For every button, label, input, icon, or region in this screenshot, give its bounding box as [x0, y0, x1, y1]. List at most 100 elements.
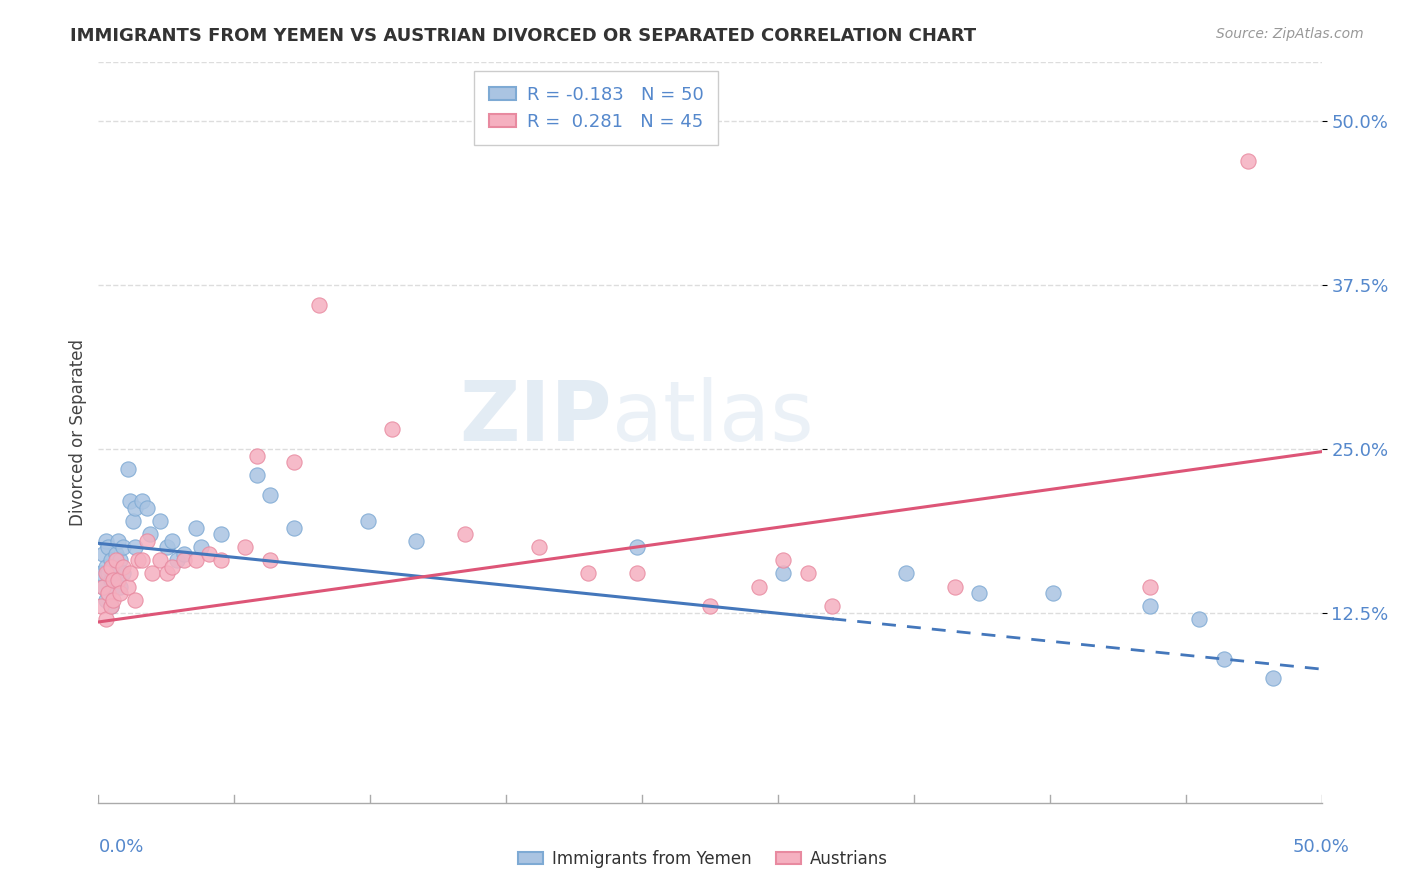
Point — [246, 468, 269, 483]
Point — [967, 586, 990, 600]
Point — [120, 566, 142, 581]
Point — [283, 521, 305, 535]
Point — [121, 514, 143, 528]
Text: Source: ZipAtlas.com: Source: ZipAtlas.com — [1216, 27, 1364, 41]
Point — [283, 455, 305, 469]
Point — [166, 553, 188, 567]
Point — [1042, 586, 1064, 600]
Point — [97, 566, 120, 581]
Point — [246, 449, 269, 463]
Point — [107, 573, 129, 587]
Point — [110, 553, 132, 567]
Point — [1212, 651, 1234, 665]
Point — [97, 541, 120, 555]
Point — [136, 533, 159, 548]
Point — [626, 541, 648, 555]
Point — [111, 560, 134, 574]
Point — [127, 553, 149, 567]
Point — [259, 488, 281, 502]
Text: IMMIGRANTS FROM YEMEN VS AUSTRIAN DIVORCED OR SEPARATED CORRELATION CHART: IMMIGRANTS FROM YEMEN VS AUSTRIAN DIVORC… — [70, 27, 976, 45]
Point — [405, 533, 427, 548]
Point — [131, 553, 153, 567]
Point — [699, 599, 721, 614]
Point — [101, 560, 124, 574]
Point — [111, 541, 134, 555]
Point — [1139, 580, 1161, 594]
Point — [100, 560, 122, 574]
Point — [160, 560, 183, 574]
Point — [160, 533, 183, 548]
Point — [94, 566, 117, 581]
Point — [124, 500, 146, 515]
Point — [308, 298, 330, 312]
Point — [381, 422, 404, 436]
Point — [100, 599, 122, 614]
Point — [124, 592, 146, 607]
Point — [94, 533, 117, 548]
Legend: Immigrants from Yemen, Austrians: Immigrants from Yemen, Austrians — [512, 844, 894, 875]
Point — [576, 566, 599, 581]
Point — [173, 547, 195, 561]
Point — [156, 566, 179, 581]
Text: 50.0%: 50.0% — [1294, 838, 1350, 856]
Point — [356, 514, 378, 528]
Point — [186, 553, 208, 567]
Point — [97, 586, 120, 600]
Legend: R = -0.183   N = 50, R =  0.281   N = 45: R = -0.183 N = 50, R = 0.281 N = 45 — [474, 71, 718, 145]
Point — [1139, 599, 1161, 614]
Point — [527, 541, 550, 555]
Point — [117, 461, 139, 475]
Point — [233, 541, 256, 555]
Point — [91, 580, 114, 594]
Point — [136, 500, 159, 515]
Point — [110, 580, 132, 594]
Point — [101, 573, 124, 587]
Point — [197, 547, 219, 561]
Point — [1188, 612, 1211, 626]
Point — [100, 553, 122, 567]
Point — [100, 573, 122, 587]
Point — [94, 612, 117, 626]
Point — [173, 553, 195, 567]
Point — [117, 580, 139, 594]
Point — [90, 599, 112, 614]
Text: ZIP: ZIP — [460, 377, 612, 458]
Point — [90, 566, 112, 581]
Point — [104, 553, 127, 567]
Point — [124, 541, 146, 555]
Point — [91, 547, 114, 561]
Text: 0.0%: 0.0% — [98, 838, 143, 856]
Point — [94, 592, 117, 607]
Point — [1261, 671, 1284, 685]
Point — [156, 541, 179, 555]
Point — [259, 553, 281, 567]
Point — [454, 527, 477, 541]
Point — [100, 599, 122, 614]
Point — [149, 553, 172, 567]
Point — [104, 547, 127, 561]
Point — [101, 580, 124, 594]
Y-axis label: Divorced or Separated: Divorced or Separated — [69, 339, 87, 526]
Point — [104, 566, 127, 581]
Text: atlas: atlas — [612, 377, 814, 458]
Point — [626, 566, 648, 581]
Point — [772, 566, 794, 581]
Point — [209, 553, 232, 567]
Point — [110, 586, 132, 600]
Point — [797, 566, 820, 581]
Point — [190, 541, 212, 555]
Point — [139, 527, 162, 541]
Point — [101, 592, 124, 607]
Point — [821, 599, 844, 614]
Point — [748, 580, 770, 594]
Point — [894, 566, 917, 581]
Point — [943, 580, 966, 594]
Point — [111, 566, 134, 581]
Point — [149, 514, 172, 528]
Point — [1237, 153, 1260, 168]
Point — [131, 494, 153, 508]
Point — [94, 560, 117, 574]
Point — [107, 533, 129, 548]
Point — [120, 494, 142, 508]
Point — [772, 553, 794, 567]
